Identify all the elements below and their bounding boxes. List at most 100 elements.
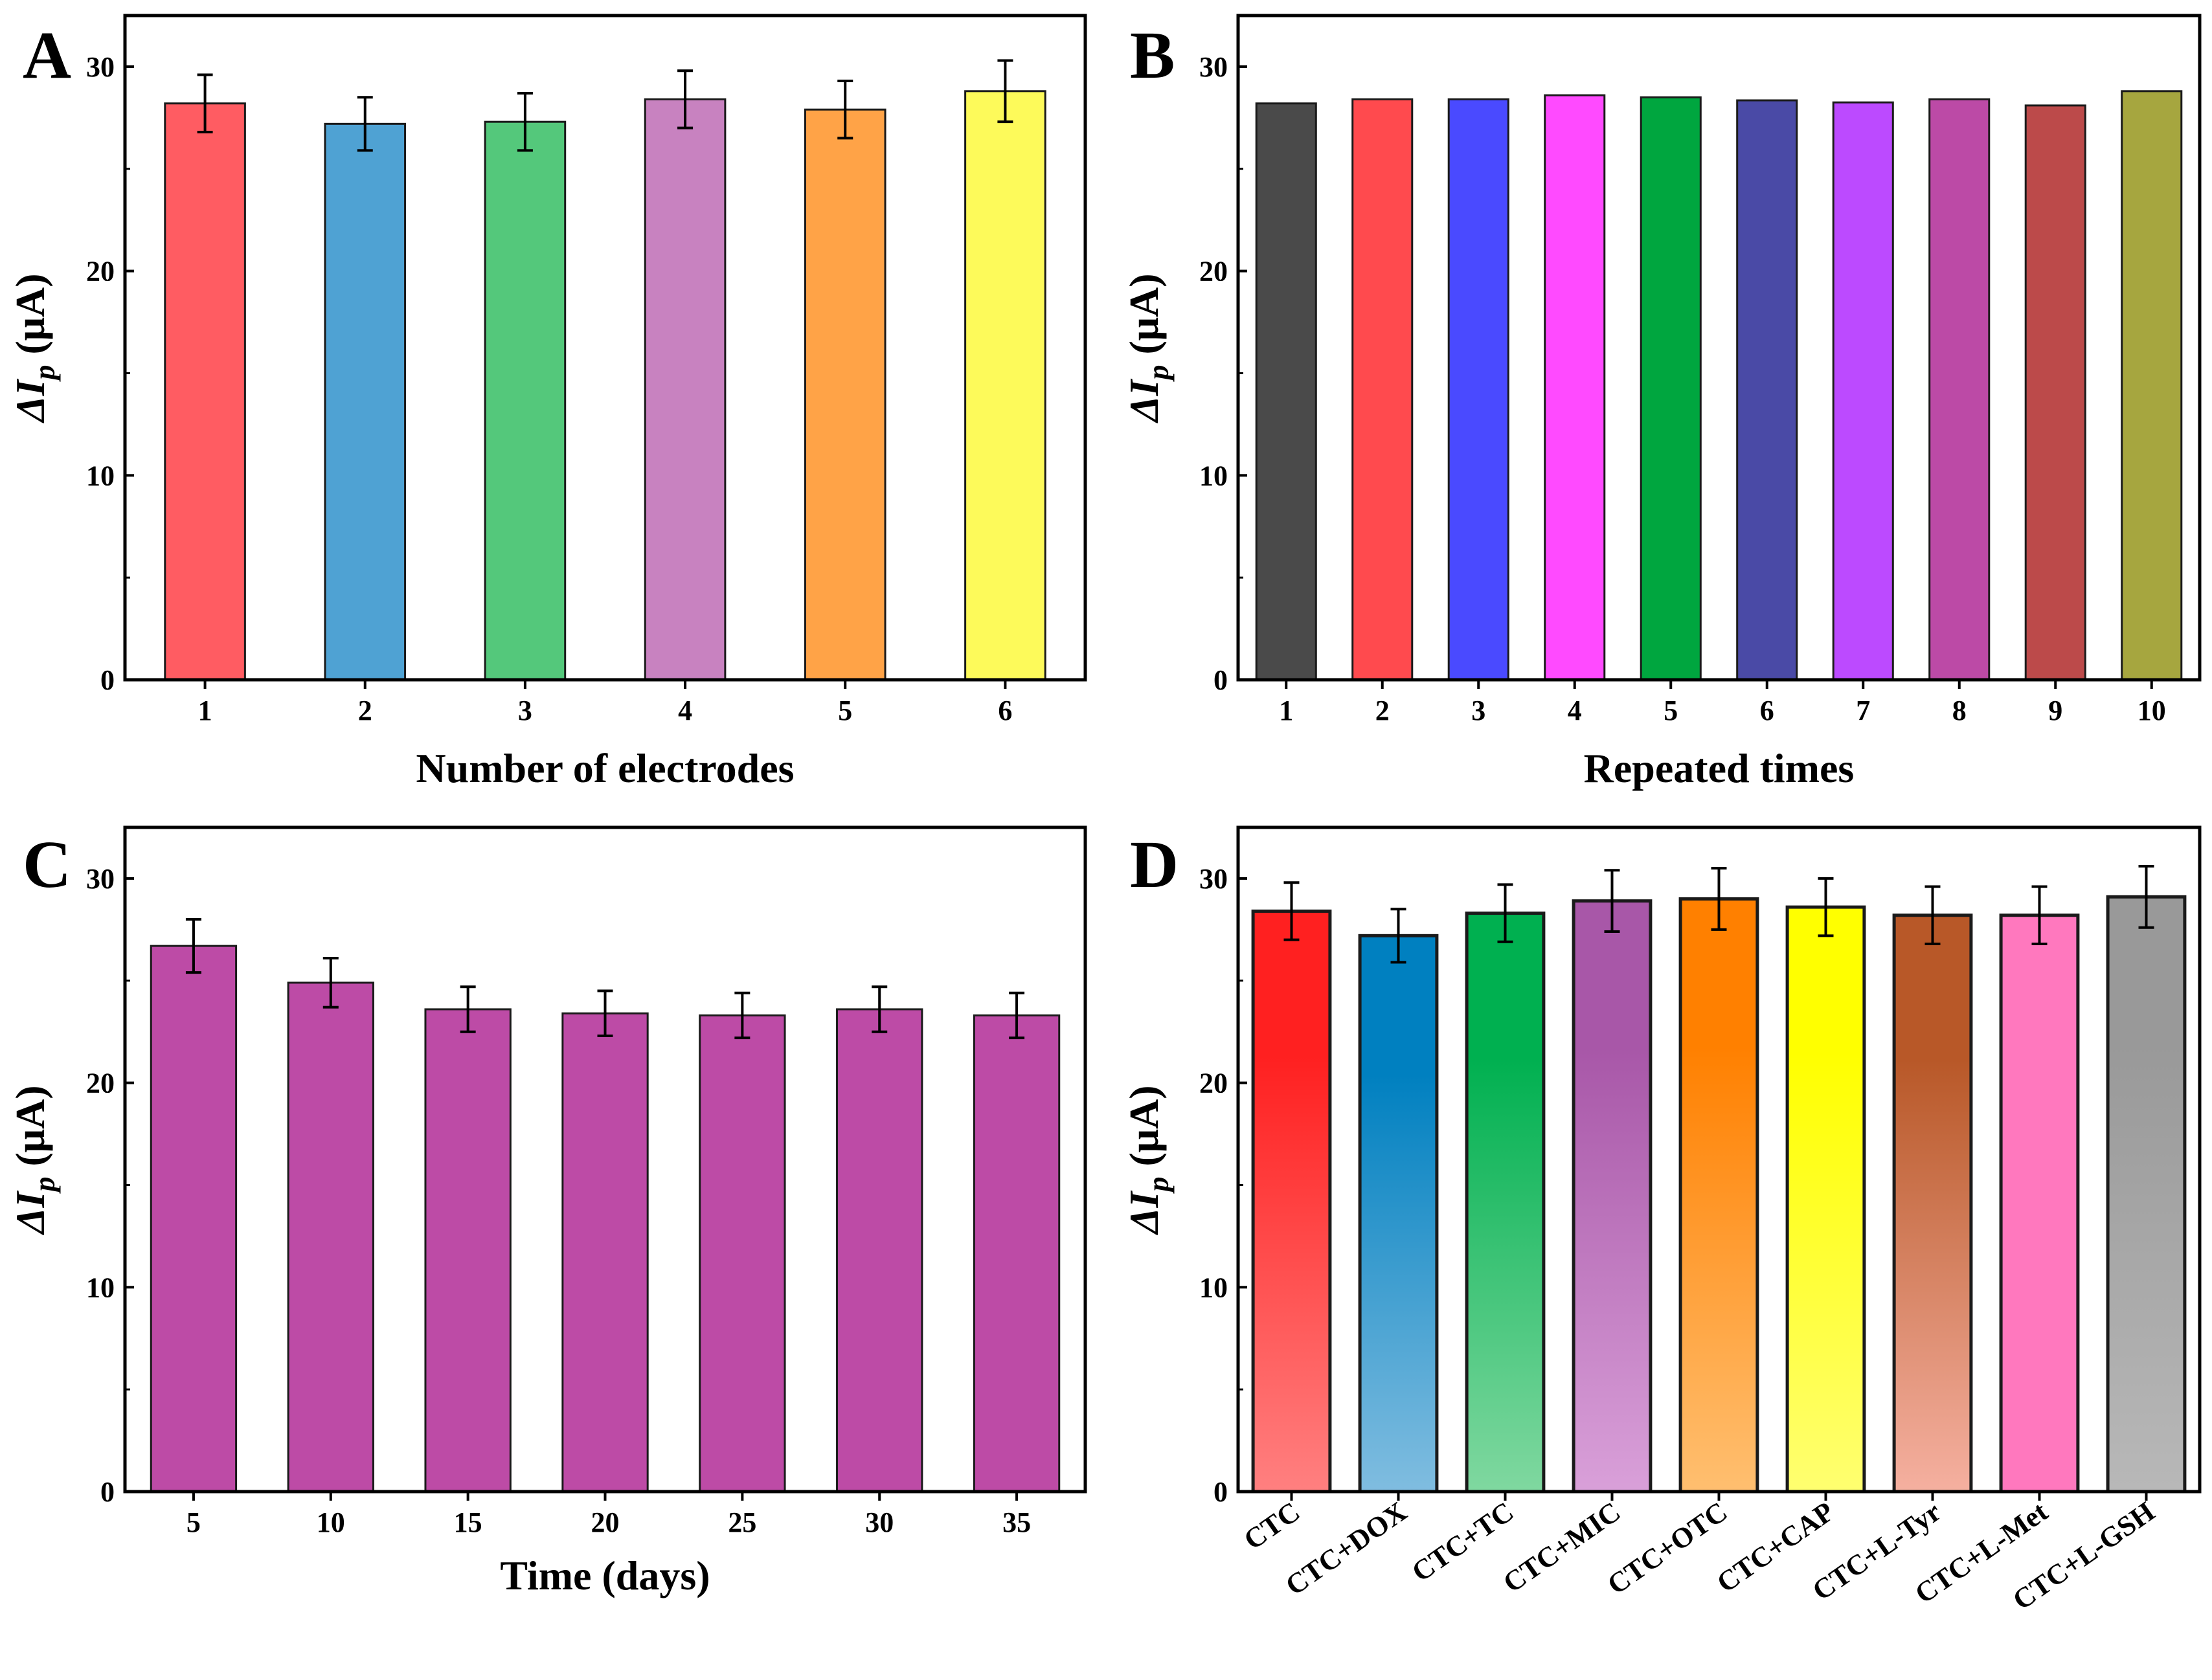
error-bar-d-7 [1924, 885, 1941, 945]
bar-d-8 [1999, 913, 2080, 1494]
error-bar-d-9 [2138, 864, 2154, 929]
y-tick-label: 20 [1199, 1068, 1228, 1099]
panel-letter: B [1130, 18, 1175, 93]
bar-b-4 [1544, 94, 1606, 681]
error-bar-a-5 [837, 80, 853, 140]
x-tick-label: 6 [998, 695, 1012, 726]
error-bar-a-3 [517, 91, 533, 152]
y-axis-title: ΔIp (μA) [1121, 1085, 1175, 1235]
panel-a: 1 2 3 4 5 6 0 10 20 30 A ΔIp (μA) Number of electrod… [7, 14, 1087, 791]
bar-c-2 [287, 981, 374, 1493]
x-tick-label: 1 [198, 695, 212, 726]
bar-b-7 [1832, 101, 1894, 681]
bar-c-7 [973, 1014, 1061, 1493]
x-tick-label: 5 [186, 1506, 201, 1538]
error-bar-c-4 [597, 989, 613, 1038]
error-bar-c-7 [1009, 991, 1025, 1040]
panel-letter: A [23, 18, 71, 93]
y-axis-title: ΔIp (μA) [1121, 273, 1175, 423]
x-tick-label: 3 [518, 695, 532, 726]
panel-c: 5 10 15 20 25 30 35 0 10 20 30 C ΔIp (μA) Time (days) [7, 825, 1087, 1598]
y-tick-label: 20 [1199, 256, 1228, 287]
error-bar-d-5 [1711, 867, 1727, 931]
error-bar-c-2 [322, 957, 339, 1009]
x-tick-label: 10 [317, 1506, 345, 1538]
bar-a-5 [804, 108, 886, 681]
bar-b-9 [2024, 104, 2086, 681]
x-tick-label: CTC+OTC [1601, 1495, 1733, 1600]
y-tick-label: 0 [1213, 664, 1228, 696]
y-tick-label: 30 [86, 863, 115, 895]
bar-b-5 [1640, 96, 1702, 681]
error-bar-d-3 [1497, 883, 1513, 943]
y-tick-label: 10 [1199, 460, 1228, 491]
x-tick-label: 35 [1002, 1506, 1031, 1538]
error-bar-a-1 [197, 73, 213, 133]
error-bar-a-6 [997, 59, 1013, 124]
y-tick-label: 30 [1199, 863, 1228, 895]
x-tick-label: 8 [1952, 695, 1967, 726]
y-tick-label: 0 [100, 1476, 115, 1508]
bar-c-5 [699, 1014, 786, 1493]
y-tick-label: 10 [1199, 1271, 1228, 1303]
x-tick-label: 3 [1471, 695, 1485, 726]
plot-frame [1236, 14, 2202, 682]
x-tick-label: 5 [1664, 695, 1678, 726]
panel-b: 1 2 3 4 5 6 7 8 9 10 0 10 20 30 B ΔIp (μA) Repeated time… [1121, 14, 2202, 791]
y-axis-title: ΔIp (μA) [7, 273, 61, 423]
x-tick-label: 4 [678, 695, 692, 726]
bar-d-5 [1678, 897, 1759, 1494]
bar-c-3 [424, 1008, 512, 1493]
x-tick-label: 10 [2138, 695, 2166, 726]
y-tick-label: 30 [86, 51, 115, 83]
bar-b-6 [1736, 99, 1798, 681]
x-tick-label: 30 [865, 1506, 894, 1538]
plot-frame [123, 825, 1087, 1494]
plot-frame [1236, 825, 2202, 1494]
panel-letter: D [1130, 827, 1179, 902]
bar-d-6 [1785, 905, 1866, 1494]
error-bar-d-6 [1818, 877, 1834, 937]
bar-c-4 [561, 1012, 649, 1493]
bar-c-1 [150, 945, 238, 1493]
error-bar-c-6 [872, 985, 888, 1033]
y-tick-label: 30 [1199, 51, 1228, 83]
x-axis-title: Number of electrodes [416, 745, 794, 791]
error-bar-c-3 [460, 985, 476, 1033]
x-tick-label: 20 [591, 1506, 620, 1538]
y-tick-label: 20 [86, 1068, 115, 1099]
bar-b-10 [2121, 90, 2183, 681]
y-axis-title: ΔIp (μA) [7, 1085, 61, 1235]
x-axis-title: Time (days) [500, 1552, 710, 1598]
bar-b-8 [1928, 98, 1991, 681]
x-tick-label: CTC+DOX [1280, 1495, 1412, 1602]
error-bar-a-2 [357, 96, 373, 152]
x-tick-label: 1 [1279, 695, 1293, 726]
bar-b-1 [1255, 102, 1317, 681]
x-tick-label: 2 [1375, 695, 1390, 726]
bar-d-9 [2106, 895, 2187, 1494]
x-tick-label: 6 [1760, 695, 1774, 726]
bar-d-4 [1572, 899, 1653, 1494]
y-tick-label: 0 [1213, 1476, 1228, 1508]
bar-a-4 [644, 98, 727, 681]
bar-d-3 [1465, 912, 1546, 1494]
bar-d-1 [1251, 909, 1332, 1494]
bar-a-3 [484, 120, 567, 681]
error-bar-d-1 [1283, 881, 1300, 941]
bar-d-2 [1358, 934, 1439, 1494]
bar-b-3 [1447, 98, 1509, 681]
x-tick-label: 25 [728, 1506, 756, 1538]
x-axis-title: Repeated times [1584, 745, 1855, 791]
y-tick-label: 0 [100, 664, 115, 696]
x-tick-label: CTC [1238, 1495, 1305, 1556]
bar-a-6 [964, 90, 1046, 681]
bar-c-6 [836, 1008, 923, 1493]
y-tick-label: 10 [86, 1271, 115, 1303]
bar-b-2 [1351, 98, 1414, 681]
panel-d: CTCCTC+DOXCTC+TCCTC+MICCTC+OTCCTC+CAPCTC… [1121, 825, 2202, 1616]
panel-letter: C [23, 827, 71, 902]
x-tick-label: 4 [1568, 695, 1582, 726]
error-bar-d-4 [1604, 869, 1620, 934]
